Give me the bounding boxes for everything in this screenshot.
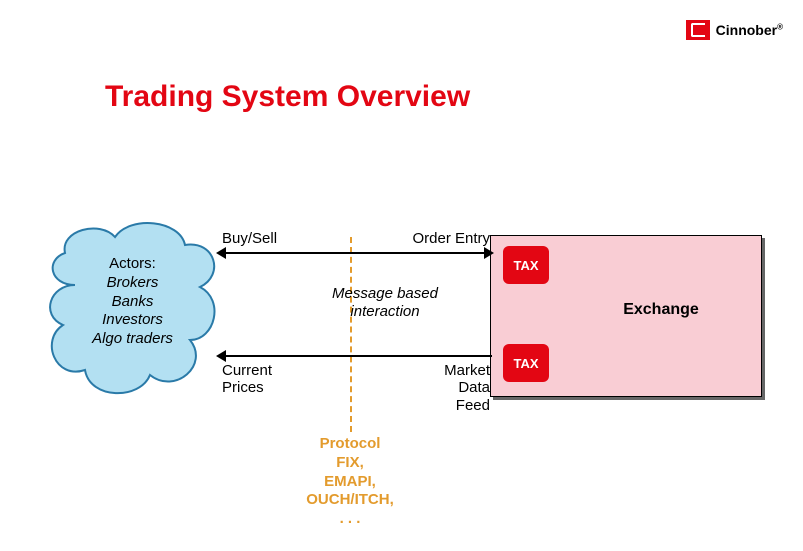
label-buy-sell: Buy/Sell: [222, 230, 342, 247]
actors-list: Brokers Banks Investors Algo traders: [45, 274, 220, 349]
label-market-data: MarketDataFeed: [410, 362, 490, 414]
actor-item: Banks: [45, 293, 220, 312]
protocol-block: Protocol FIX, EMAPI, OUCH/ITCH, . . .: [290, 435, 410, 529]
tax-node-bottom: TAX: [503, 344, 549, 382]
actors-heading: Actors:: [45, 255, 220, 274]
protocol-line: OUCH/ITCH,: [290, 491, 410, 510]
label-current-prices: CurrentPrices: [222, 362, 342, 397]
actors-cloud: Actors: Brokers Banks Investors Algo tra…: [45, 215, 220, 400]
brand-logo: Cinnober®: [686, 20, 783, 40]
brand-logo-icon: [686, 20, 710, 40]
arrow-order-entry: [218, 252, 492, 254]
tax-node-top: TAX: [503, 246, 549, 284]
label-message-interaction: Message basedinteraction: [300, 285, 470, 321]
exchange-box: TAX TAX Exchange: [490, 235, 762, 397]
label-order-entry: Order Entry: [390, 230, 490, 247]
actors-text: Actors: Brokers Banks Investors Algo tra…: [45, 255, 220, 349]
brand-name: Cinnober®: [716, 22, 783, 38]
protocol-line: FIX,: [290, 454, 410, 473]
actor-item: Algo traders: [45, 330, 220, 349]
protocol-heading: Protocol: [290, 435, 410, 454]
protocol-divider: [350, 237, 352, 432]
protocol-line: EMAPI,: [290, 473, 410, 492]
page-title: Trading System Overview: [105, 80, 470, 114]
exchange-label: Exchange: [571, 301, 751, 319]
actor-item: Brokers: [45, 274, 220, 293]
actor-item: Investors: [45, 311, 220, 330]
arrow-market-data: [218, 355, 492, 357]
protocol-line: . . .: [290, 510, 410, 529]
